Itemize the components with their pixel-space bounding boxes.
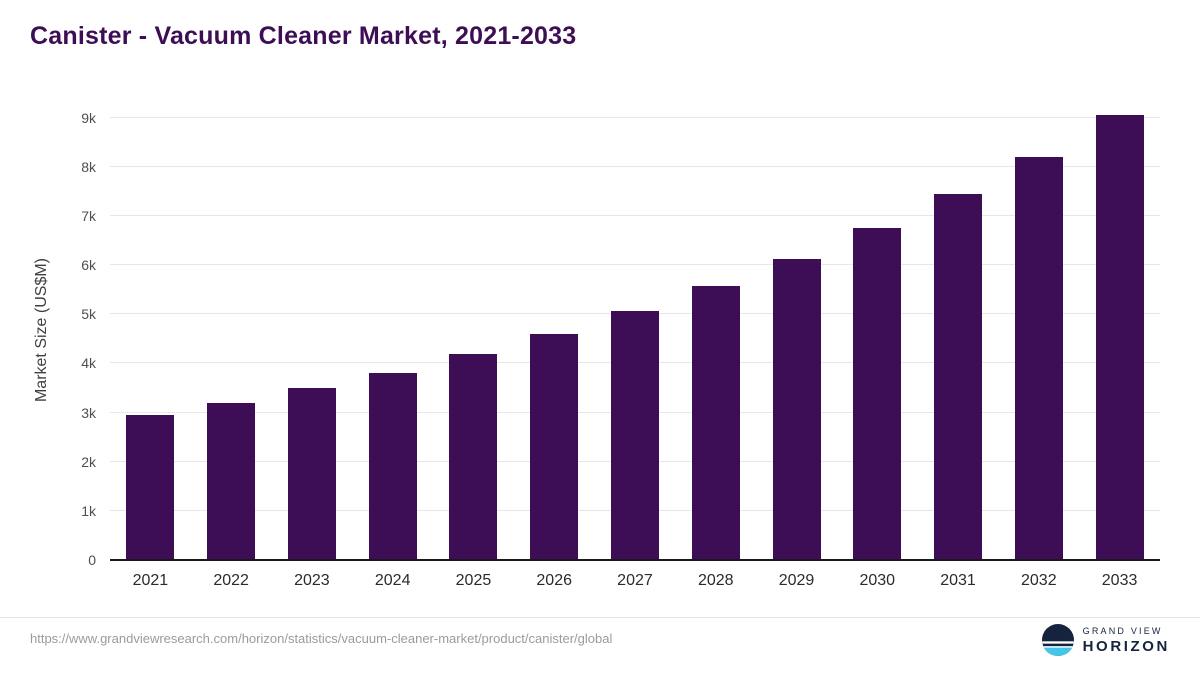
bar — [610, 310, 659, 560]
y-tick-labels: 0 1k 2k 3k 4k 5k 6k 7k 8k 9k — [81, 98, 1160, 568]
gridline — [110, 165, 1160, 167]
bar-slot: 2026 — [514, 98, 595, 589]
x-tick-label: 2024 — [374, 572, 411, 589]
y-tick-label: 3k — [81, 404, 96, 421]
bar-slot: 2022 — [191, 98, 272, 589]
gridline — [110, 214, 1160, 216]
bar — [1095, 115, 1144, 560]
chart-title: Canister - Vacuum Cleaner Market, 2021-2… — [30, 22, 577, 50]
bar-slot: 2021 — [110, 98, 191, 589]
y-tick-label: 4k — [81, 355, 96, 372]
source-url: https://www.grandviewresearch.com/horizo… — [30, 631, 613, 646]
gridline — [110, 116, 1160, 118]
brand-name: GRAND VIEW HORIZON — [1083, 626, 1170, 655]
footer-divider — [0, 617, 1200, 618]
bar-slot: 2032 — [998, 98, 1079, 589]
x-tick-label: 2022 — [213, 572, 249, 589]
plot-area: 0 1k 2k 3k 4k 5k 6k 7k 8k 9k 2021 2022 2023 2024 2025… — [81, 98, 1160, 589]
bar — [691, 285, 740, 560]
gridline — [110, 264, 1160, 266]
x-tick-label: 2032 — [1021, 572, 1057, 589]
y-tick-label: 8k — [81, 158, 96, 175]
y-tick-label: 1k — [81, 502, 96, 519]
y-tick-label: 0 — [88, 552, 96, 568]
x-tick-label: 2023 — [294, 572, 330, 589]
y-tick-label: 7k — [81, 207, 96, 224]
bar — [449, 354, 498, 560]
y-axis-label: Market Size (US$M) — [33, 257, 50, 403]
y-tick-label: 6k — [81, 257, 96, 274]
bar-slot: 2031 — [918, 98, 999, 589]
bar — [368, 373, 417, 560]
bar-slot: 2027 — [595, 98, 676, 589]
bar-slot: 2029 — [756, 98, 837, 589]
x-tick-label: 2028 — [697, 572, 734, 589]
bar-slot: 2028 — [675, 98, 756, 589]
y-tick-label: 5k — [81, 306, 96, 323]
y-tick-label: 2k — [81, 453, 96, 470]
brand-logo: GRAND VIEW HORIZON — [1041, 624, 1170, 656]
bar — [772, 259, 821, 560]
x-tick-label: 2031 — [940, 572, 976, 589]
bar — [1014, 156, 1063, 560]
x-tick-label: 2025 — [455, 572, 492, 589]
x-tick-label: 2026 — [536, 572, 572, 589]
x-tick-label: 2027 — [617, 572, 653, 589]
bar-slot: 2023 — [272, 98, 353, 589]
bar — [934, 193, 983, 560]
bar — [287, 387, 336, 560]
x-tick-label: 2021 — [132, 572, 169, 589]
x-tick-label: 2030 — [859, 572, 896, 589]
bar-slot: 2033 — [1079, 98, 1160, 589]
horizon-logo-icon — [1041, 624, 1074, 656]
y-tick-label: 9k — [81, 109, 96, 126]
bar-slot: 2024 — [352, 98, 433, 589]
brand-name-top: GRAND VIEW — [1082, 625, 1163, 636]
bar — [126, 415, 175, 560]
bar-slot: 2030 — [837, 98, 918, 589]
x-axis-line — [110, 559, 1160, 561]
bar — [530, 333, 579, 560]
x-tick-label: 2033 — [1101, 572, 1138, 589]
bars: 2021 2022 2023 2024 2025 2026 2027 2028 2029 2030… — [110, 98, 1160, 589]
brand-name-bottom: HORIZON — [1082, 637, 1170, 655]
bar — [853, 228, 902, 560]
bar-slot: 2025 — [433, 98, 514, 589]
bar — [207, 402, 256, 560]
x-tick-label: 2029 — [778, 572, 815, 589]
